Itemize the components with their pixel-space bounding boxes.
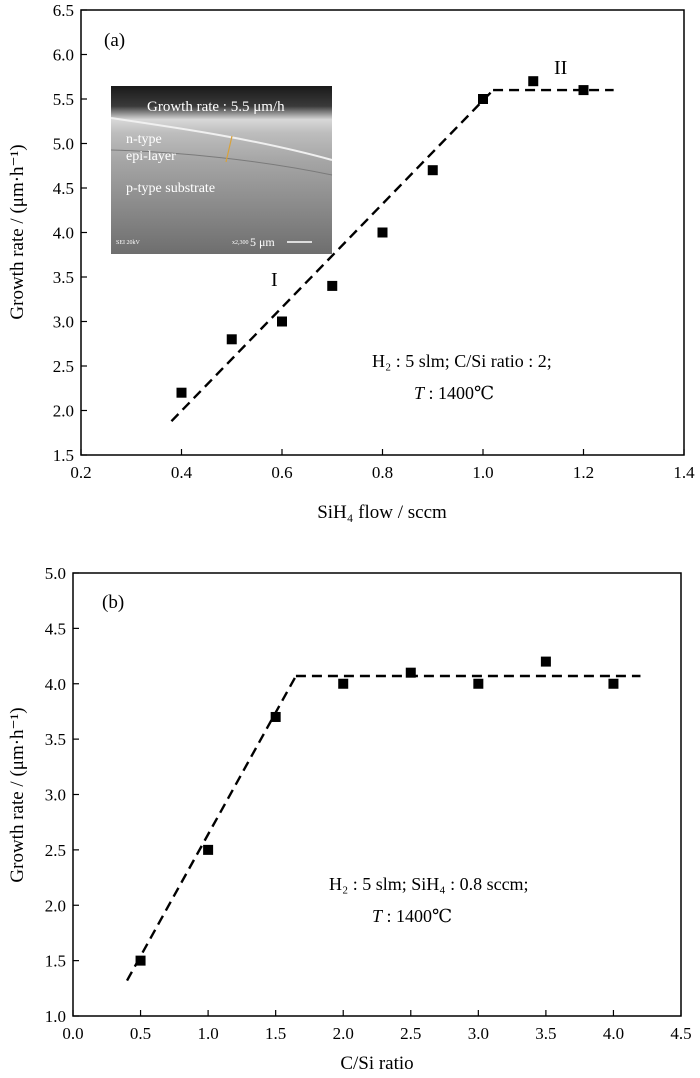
panel-a-y-tick-label: 3.0: [53, 313, 74, 332]
panel-a-fit-lines: [170, 88, 614, 423]
panel-b-x-tick-label: 0.5: [130, 1024, 151, 1043]
panel-a-points: [176, 76, 589, 398]
panel-b-x-tick-label: 0.0: [62, 1024, 83, 1043]
region-label-ii: II: [554, 57, 567, 79]
panel-a-data-point: [327, 280, 338, 291]
panel-a-y-tick-label: 3.5: [53, 268, 74, 287]
panel-b-data-point: [270, 711, 281, 722]
panel-b-x-tick-label: 3.0: [468, 1024, 489, 1043]
panel-a-x-tick-label: 1.0: [472, 463, 493, 482]
panel-b-y-tick-label: 1.0: [45, 1007, 66, 1026]
panel-a-y-tick-label: 1.5: [53, 446, 74, 465]
panel-b-y-tick-label: 4.0: [45, 675, 66, 694]
panel-a-x-axis-label: SiH₄ flow / sccm: [317, 502, 447, 523]
panel-b-y-tick-label: 3.5: [45, 730, 66, 749]
panel-a-data-point: [528, 76, 539, 87]
panel-a-conditions-line2: T : 1400℃: [414, 383, 494, 403]
panel-b-y-tick-label: 4.5: [45, 619, 66, 638]
panel-b-conditions-line2: T : 1400℃: [372, 906, 452, 926]
sem-scalebar-label: 5 μm: [250, 235, 275, 249]
panel-b-x-tick-label: 4.5: [670, 1024, 691, 1043]
sem-inset: Growth rate : 5.5 μm/h n-type epi-layer …: [110, 86, 333, 254]
panel-b-x-tick-label: 3.5: [535, 1024, 556, 1043]
panel-b-data-point: [473, 678, 484, 689]
sem-label-ntype: n-type: [126, 132, 162, 147]
panel-a-x-tick-label: 0.6: [271, 463, 292, 482]
panel-a-x-tick-label: 0.4: [171, 463, 193, 482]
panel-b-temp-value: : 1400℃: [382, 906, 452, 926]
panel-a-data-point: [427, 165, 438, 176]
panel-b-frame: [72, 572, 682, 1017]
panel-b-fit-line-1: [125, 675, 297, 982]
panel-a-data-point: [578, 85, 589, 96]
panel-b-fit-lines: [125, 674, 641, 982]
panel-a-fit-line-1: [170, 89, 494, 423]
panel-b-y-tick-label: 5.0: [45, 564, 66, 583]
panel-b-x-tick-label: 1.5: [265, 1024, 286, 1043]
panel-a-y-tick-label: 4.5: [53, 179, 74, 198]
panel-a-data-point: [226, 334, 237, 345]
panel-b-x-tick-label: 2.5: [400, 1024, 421, 1043]
panel-a-x-tick-label: 1.2: [573, 463, 594, 482]
panel-b: 0.0 0.5 1.0 1.5 2.0 2.5 3.0 3.5 4.0 4.5 1.0 1.5 2.0 2…: [7, 564, 692, 1074]
panel-b-ticks: 0.0 0.5 1.0 1.5 2.0 2.5 3.0 3.5 4.0 4.5 1.0 1.5 2.0 2…: [45, 564, 692, 1043]
panel-a-y-tick-label: 5.5: [53, 90, 74, 109]
region-label-i: I: [271, 269, 278, 291]
panel-b-x-tick-label: 1.0: [197, 1024, 218, 1043]
panel-a-y-tick-label: 6.0: [53, 46, 74, 65]
panel-a-x-tick-label: 0.2: [70, 463, 91, 482]
panel-b-y-tick-label: 3.0: [45, 786, 66, 805]
panel-b-data-point: [135, 955, 146, 966]
sem-surface-edge: [110, 117, 333, 161]
panel-a-y-tick-label: 2.5: [53, 357, 74, 376]
panel-a-y-tick-label: 2.0: [53, 402, 74, 421]
panel-b-temp-symbol: T: [372, 906, 384, 926]
panel-b-label: (b): [102, 592, 124, 613]
panel-a-y-tick-label: 6.5: [53, 1, 74, 20]
panel-b-y-axis-label: Growth rate / (μm·h⁻¹): [7, 707, 28, 882]
panel-b-data-point: [608, 678, 619, 689]
sem-label-epilayer: epi-layer: [126, 149, 176, 164]
panel-b-x-tick-label: 4.0: [603, 1024, 624, 1043]
sem-image: [111, 86, 332, 254]
panel-b-conditions-line1: H₂ : 5 slm; SiH₄ : 0.8 sccm;: [329, 874, 529, 894]
panel-a: 0.2 0.4 0.6 0.8 1.0 1.2 1.4 1.5 2.0 2.5 3.0 3.5 4.0 4…: [7, 1, 695, 523]
panel-a-x-tick-label: 1.4: [673, 463, 695, 482]
panel-b-x-axis-label: C/Si ratio: [340, 1053, 413, 1074]
panel-a-x-tick-label: 0.8: [372, 463, 393, 482]
sem-title: Growth rate : 5.5 μm/h: [147, 99, 285, 115]
panel-b-data-point: [203, 844, 214, 855]
sem-label-ptype: p-type substrate: [126, 181, 215, 196]
sem-interface-marker: [225, 135, 233, 163]
panel-a-y-axis-label: Growth rate / (μm·h⁻¹): [7, 144, 28, 319]
panel-b-y-tick-label: 1.5: [45, 952, 66, 971]
panel-a-label: (a): [104, 30, 125, 51]
panel-b-x-tick-label: 2.0: [333, 1024, 354, 1043]
panel-a-data-point: [478, 94, 488, 104]
sem-footer-left: SEI 20kV: [116, 240, 141, 246]
panel-a-ticks: 0.2 0.4 0.6 0.8 1.0 1.2 1.4 1.5 2.0 2.5 3.0 3.5 4.0 4…: [53, 1, 695, 482]
panel-b-y-tick-label: 2.0: [45, 896, 66, 915]
panel-a-y-tick-label: 4.0: [53, 224, 74, 243]
panel-b-y-tick-label: 2.5: [45, 841, 66, 860]
panel-a-data-point: [277, 316, 287, 327]
panel-a-temp-symbol: T: [414, 383, 426, 403]
panel-b-points: [135, 656, 619, 966]
panel-a-y-tick-label: 5.0: [53, 135, 74, 154]
panel-b-data-point: [405, 667, 416, 678]
panel-a-conditions-line1: H₂ : 5 slm; C/Si ratio : 2;: [372, 351, 552, 371]
panel-b-data-point: [338, 678, 349, 689]
panel-a-temp-value: : 1400℃: [424, 383, 494, 403]
panel-b-data-point: [540, 656, 551, 667]
panel-a-data-point: [176, 387, 187, 398]
sem-footer-mag: x2,300: [232, 240, 249, 246]
panel-a-data-point: [377, 227, 388, 238]
sem-layer-boundary: [110, 149, 333, 176]
